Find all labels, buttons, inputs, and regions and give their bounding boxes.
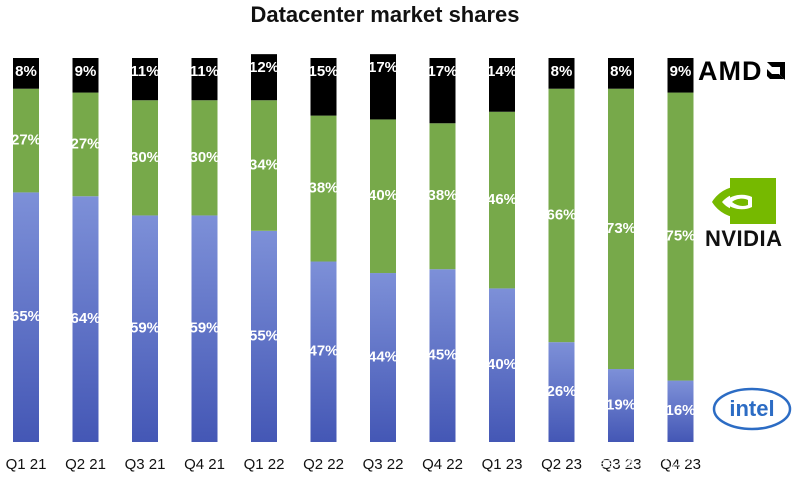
nvidia-eye-icon (712, 178, 776, 224)
data-label-nvidia-0: 27% (11, 132, 41, 149)
bar-segment-nvidia-0 (13, 88, 39, 193)
bar-segment-amd-1 (72, 58, 99, 93)
category-label-6: Q3 22 (363, 456, 404, 473)
category-label-0: Q1 21 (6, 456, 47, 473)
bar-segment-amd-3 (191, 58, 218, 101)
data-label-amd-1: 9% (75, 63, 97, 80)
category-label-2: Q3 21 (125, 456, 166, 473)
bar-segment-intel-7 (429, 269, 456, 442)
bar-segment-intel-8 (489, 288, 515, 442)
data-label-intel-11: 16% (665, 402, 695, 419)
category-label-9: Q2 23 (541, 456, 582, 473)
amd-arrow-icon (766, 62, 785, 80)
bar-segment-nvidia-9 (548, 88, 575, 343)
data-label-intel-3: 59% (189, 320, 219, 337)
watermark: 雪球：杰彩 (596, 443, 796, 473)
bar-segment-nvidia-10 (608, 88, 634, 370)
category-label-5: Q2 22 (303, 456, 344, 473)
data-label-nvidia-6: 40% (368, 187, 398, 204)
data-label-nvidia-1: 27% (70, 135, 100, 152)
bar-segment-nvidia-7 (429, 123, 456, 270)
data-label-amd-3: 11% (190, 63, 219, 80)
bar-segment-amd-4 (251, 54, 277, 101)
data-label-intel-2: 59% (130, 320, 160, 337)
bar-segment-amd-9 (548, 58, 575, 89)
bar-segment-nvidia-4 (251, 100, 277, 231)
data-label-amd-6: 17% (368, 59, 398, 76)
bar-segment-amd-10 (608, 58, 634, 89)
bar-segment-amd-6 (370, 54, 396, 120)
bar-segment-intel-1 (72, 196, 99, 442)
bar-segment-intel-10 (608, 369, 634, 442)
bar-segment-intel-4 (251, 230, 277, 442)
nvidia-logo-text: NVIDIA (705, 226, 783, 251)
bar-segment-intel-5 (310, 261, 337, 442)
bar-segment-amd-5 (310, 58, 337, 116)
data-label-amd-9: 8% (551, 63, 573, 80)
bar-segment-intel-2 (132, 215, 158, 442)
data-label-nvidia-2: 30% (130, 149, 160, 166)
data-label-amd-11: 9% (670, 63, 692, 80)
data-label-intel-8: 40% (487, 356, 517, 373)
data-label-intel-10: 19% (606, 396, 636, 413)
category-label-1: Q2 21 (65, 456, 106, 473)
bar-segment-nvidia-3 (191, 100, 218, 216)
data-label-nvidia-8: 46% (487, 191, 517, 208)
category-label-4: Q1 22 (244, 456, 285, 473)
data-label-amd-4: 12% (249, 59, 279, 76)
data-label-amd-8: 14% (487, 63, 517, 80)
bar-segment-nvidia-2 (132, 100, 158, 216)
category-label-7: Q4 22 (422, 456, 463, 473)
data-label-nvidia-3: 30% (189, 149, 219, 166)
bar-segment-amd-2 (132, 58, 158, 101)
bar-segment-amd-8 (489, 58, 515, 112)
data-label-intel-6: 44% (368, 348, 398, 365)
data-label-nvidia-11: 75% (665, 228, 695, 245)
category-label-10: Q3 23 (601, 456, 642, 473)
data-label-intel-0: 65% (11, 308, 41, 325)
data-label-nvidia-4: 34% (249, 156, 279, 173)
bar-segment-amd-0 (13, 58, 39, 89)
data-label-nvidia-10: 73% (606, 220, 636, 237)
bar-segment-intel-0 (13, 192, 39, 442)
bar-segment-nvidia-6 (370, 119, 396, 274)
data-label-nvidia-9: 66% (546, 206, 576, 223)
data-label-intel-9: 26% (546, 383, 576, 400)
bar-segment-amd-11 (667, 58, 694, 93)
data-label-amd-10: 8% (610, 63, 632, 80)
amd-logo: AMD (698, 56, 787, 87)
category-label-8: Q1 23 (482, 456, 523, 473)
bar-segment-nvidia-1 (72, 92, 99, 197)
data-label-amd-2: 11% (130, 63, 159, 80)
bar-segment-amd-7 (429, 58, 456, 124)
bar-segment-intel-6 (370, 273, 396, 442)
data-label-amd-0: 8% (15, 63, 37, 80)
bar-segment-nvidia-5 (310, 115, 337, 262)
intel-logo: intel (712, 387, 792, 431)
bar-segment-intel-11 (667, 380, 694, 442)
category-label-11: Q4 23 (660, 456, 701, 473)
chart-title: Datacenter market shares (250, 2, 520, 27)
data-label-amd-5: 15% (308, 63, 338, 80)
data-label-intel-5: 47% (308, 343, 338, 360)
data-label-intel-4: 55% (249, 327, 279, 344)
watermark-text: 雪球：杰彩 (596, 447, 696, 471)
data-label-nvidia-7: 38% (427, 187, 457, 204)
category-label-3: Q4 21 (184, 456, 225, 473)
bar-segment-nvidia-8 (489, 111, 515, 289)
bars-layer: 65% 27% 8% 64% 27% 9% 59% 30% 11% 59% 30% 11% 55% 34%… (11, 54, 696, 442)
bar-segment-nvidia-11 (667, 92, 694, 381)
data-label-amd-7: 17% (427, 63, 457, 80)
bar-segment-intel-9 (548, 342, 575, 442)
intel-logo-text: intel (729, 396, 774, 421)
category-labels: Q1 21 Q2 21 Q3 21 Q4 21 Q1 22 Q2 22 Q3 22 Q4 22… (6, 456, 701, 473)
data-label-nvidia-5: 38% (308, 180, 338, 197)
bar-segment-intel-3 (191, 215, 218, 442)
data-label-intel-7: 45% (427, 347, 457, 364)
data-label-intel-1: 64% (70, 310, 100, 327)
amd-logo-text: AMD (698, 56, 763, 86)
